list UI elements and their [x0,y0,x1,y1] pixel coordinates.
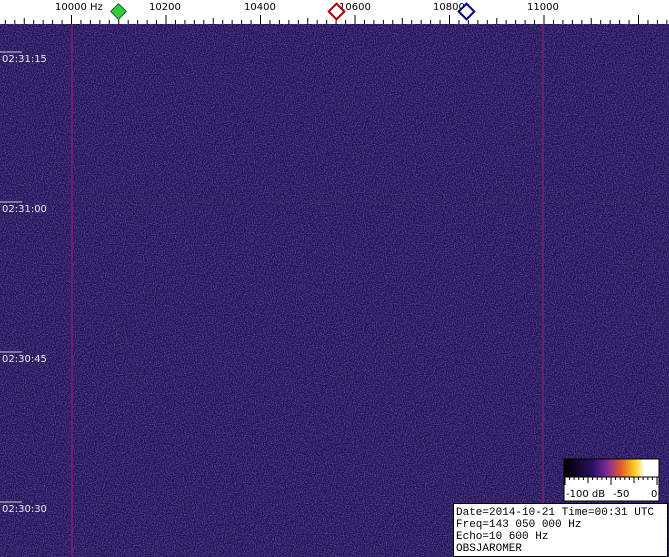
info-line: Echo=10 600 Hz [456,531,548,543]
freq-label: 10400 [244,2,276,13]
green-marker[interactable] [110,3,127,20]
color-bar [563,458,660,478]
time-label: 02:30:30 [2,504,47,515]
info-box: Date=2014-10-21 Time=00:31 UTC Freq=143 … [453,503,668,557]
waterfall-noise [0,24,669,557]
red-marker[interactable] [327,2,346,21]
info-line: Date=2014-10-21 Time=00:31 UTC [456,507,654,519]
time-label: 02:31:00 [2,204,47,215]
time-band [0,201,669,202]
color-scale: -100 dB -50 0 [563,458,660,502]
freq-label: 10000 Hz [55,2,103,13]
scale-label: -100 dB [566,489,605,500]
scale-label: 0 [651,489,657,500]
ruler-ticks [4,15,668,24]
signal-line [542,24,544,557]
time-label: 02:31:15 [2,54,47,65]
info-line: Freq=143 050 000 Hz [456,519,581,531]
freq-label: 10800 [433,2,465,13]
info-line: OBSJAROMER [456,543,522,555]
blue-marker[interactable] [457,2,476,21]
signal-line [71,24,73,557]
time-label: 02:30:45 [2,354,47,365]
scale-label: -50 [613,489,629,500]
freq-label: 11000 [527,2,559,13]
info-panel [453,503,668,557]
color-scale-ticks [564,477,658,485]
freq-label: 10200 [149,2,181,13]
time-labels: 02:31:15 02:31:00 02:30:45 02:30:30 [0,51,47,515]
freq-label: 10600 [339,2,371,13]
